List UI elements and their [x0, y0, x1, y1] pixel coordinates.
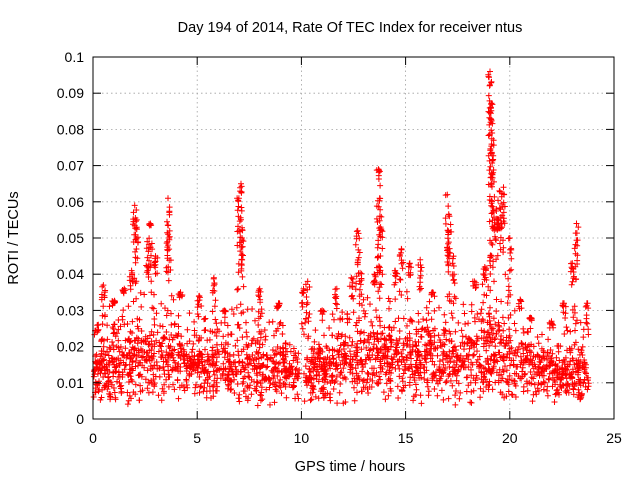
y-tick-label: 0.06 — [57, 194, 84, 210]
x-tick-label: 5 — [193, 430, 201, 446]
y-tick-label: 0.08 — [57, 121, 84, 137]
x-tick-label: 0 — [89, 430, 97, 446]
y-tick-label: 0.05 — [57, 230, 84, 246]
y-tick-label: 0 — [76, 411, 84, 427]
y-tick-label: 0.02 — [57, 339, 84, 355]
x-tick-label: 15 — [398, 430, 414, 446]
y-tick-label: 0.04 — [57, 266, 84, 282]
data-points — [90, 68, 592, 409]
y-tick-label: 0.03 — [57, 302, 84, 318]
y-tick-label: 0.1 — [65, 49, 85, 65]
x-tick-label: 25 — [606, 430, 622, 446]
axis-ticks: 0 0.01 0.02 0.03 0.04 0.05 0.06 0.07 0.08 0.09 0.1… — [57, 49, 622, 446]
chart-title: Day 194 of 2014, Rate Of TEC Index for r… — [178, 20, 523, 36]
y-axis-label: ROTI / TECUs — [6, 191, 22, 284]
y-tick-label: 0.01 — [57, 375, 84, 391]
y-tick-label: 0.07 — [57, 158, 84, 174]
x-tick-label: 20 — [502, 430, 518, 446]
y-tick-label: 0.09 — [57, 85, 84, 101]
x-axis-label: GPS time / hours — [295, 459, 405, 475]
x-tick-label: 10 — [294, 430, 310, 446]
roti-markers — [90, 68, 592, 409]
